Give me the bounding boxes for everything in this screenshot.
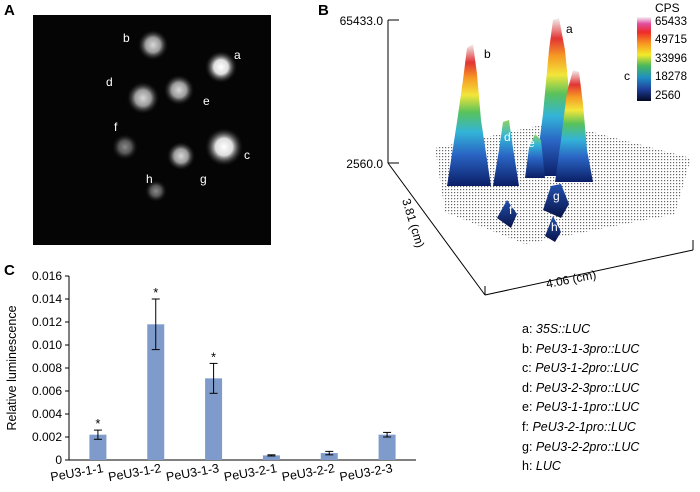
spot-f [112, 134, 138, 160]
legend-item: f: PeU3-2-1pro::LUC [522, 419, 636, 434]
peak-c [555, 70, 593, 182]
y-tick-label: 0.016 [32, 269, 62, 283]
y-tick-label: 0.012 [32, 315, 62, 329]
colorbar-tick: 33996 [655, 53, 687, 65]
spot-c [205, 128, 243, 166]
colorbar-tick: 65433 [655, 16, 687, 28]
bar-PeU3-1-3 [205, 378, 223, 460]
legend-item: d: PeU3-2-3pro::LUC [522, 380, 640, 395]
spot-h [145, 180, 167, 202]
x-tick-label: PeU3-2-3 [338, 461, 393, 484]
bar-PeU3-2-1 [262, 455, 280, 460]
colorbar-tick: 2560 [655, 90, 681, 102]
significance-mark: * [95, 416, 100, 431]
peak-label-e: e [528, 136, 535, 150]
x-tick-label: PeU3-1-3 [165, 461, 220, 484]
legend-item: c: PeU3-1-2pro::LUC [522, 361, 639, 376]
colorbar-title: CPS [655, 1, 680, 15]
x-tick-label: PeU3-2-2 [281, 461, 336, 484]
spot-label-b: b [123, 31, 130, 45]
y-tick-label: 0.006 [32, 384, 62, 398]
plot-box [387, 19, 694, 296]
spot-g [167, 142, 195, 170]
peak-label-a: a [566, 22, 573, 36]
bar-chart: 0 0.002 0.004 0.006 0.008 0.010 0.012 0.014 0.01… [0, 262, 420, 492]
bar-PeU3-2-2 [320, 453, 338, 460]
luminescence-3d-plot: b a c d e f g h 65433.0 2560.0 3.81 (cm)… [295, 0, 700, 305]
y-tick-label: 0.014 [32, 292, 62, 306]
spot-e [164, 75, 194, 105]
spot-label-h: h [146, 172, 153, 186]
y-tick-label: 0 [55, 453, 62, 467]
luminescence-image-drawing: a b c d e f g h [106, 30, 250, 202]
peak-label-d: d [504, 130, 511, 144]
legend-item: g: PeU3-2-2pro::LUC [522, 439, 640, 454]
peak-label-g: g [553, 189, 560, 203]
spot-d [127, 82, 159, 114]
peak-d [493, 120, 519, 186]
bar-PeU3-1-1 [89, 434, 107, 460]
peak-label-f: f [509, 203, 513, 217]
spot-label-f: f [114, 120, 118, 134]
spot-label-g: g [200, 172, 207, 186]
luminescence-image: a b c d e f g h [33, 15, 271, 245]
colorbar [637, 17, 651, 101]
y-tick-label: 0.010 [32, 338, 62, 352]
bar-PeU3-2-3 [378, 434, 396, 460]
legend-item: e: PeU3-1-1pro::LUC [522, 400, 640, 415]
y-axis-title: 3.81 (cm) [399, 197, 427, 250]
colorbar-tick: 18278 [655, 71, 687, 83]
z-bottom-label: 2560.0 [346, 157, 383, 171]
luminescence-3d-svg: b a c d e f g h 65433.0 2560.0 3.81 (cm)… [340, 1, 694, 296]
colorbar-tick: 49715 [655, 34, 687, 46]
bar-chart-svg: 0 0.002 0.004 0.006 0.008 0.010 0.012 0.014 0.01… [5, 269, 416, 484]
legend-item: b: PeU3-1-3pro::LUC [522, 341, 640, 356]
y-tick-label: 0.002 [32, 430, 62, 444]
peak-e [525, 134, 545, 178]
peak-label-c: c [624, 69, 630, 83]
significance-mark: * [153, 285, 158, 300]
legend-item: h: LUC [522, 459, 561, 474]
spot-b [138, 30, 168, 60]
spot-label-d: d [106, 75, 113, 89]
peak-label-b: b [484, 47, 491, 61]
panel-letter-c: C [4, 262, 15, 279]
x-tick-label: PeU3-1-2 [107, 461, 162, 484]
y-tick-label: 0.008 [32, 361, 62, 375]
peak-f [497, 200, 517, 228]
legend-item: a: 35S::LUC [522, 322, 591, 336]
y-tick-label: 0.004 [32, 407, 62, 421]
panel-letter-b: B [318, 2, 329, 19]
peak-h [545, 216, 561, 242]
figure-legend: a: 35S::LUC b: PeU3-1-3pro::LUC c: PeU3-… [522, 320, 700, 477]
peak-b [447, 44, 491, 186]
spot-label-c: c [244, 148, 250, 162]
x-axis-title: 4.06 (cm) [545, 268, 597, 291]
spot-label-e: e [203, 94, 210, 108]
spot-a [205, 51, 237, 83]
significance-mark: * [211, 349, 216, 364]
peak-g [543, 184, 569, 218]
z-top-label: 65433.0 [340, 14, 384, 28]
x-tick-label: PeU3-2-1 [223, 461, 278, 484]
peaks [447, 18, 593, 242]
y-axis-title: Relative luminescence [5, 305, 19, 430]
spot-label-a: a [234, 48, 241, 62]
peak-label-h: h [551, 220, 558, 234]
panel-letter-a: A [4, 2, 15, 19]
bar-PeU3-1-2 [147, 324, 165, 460]
